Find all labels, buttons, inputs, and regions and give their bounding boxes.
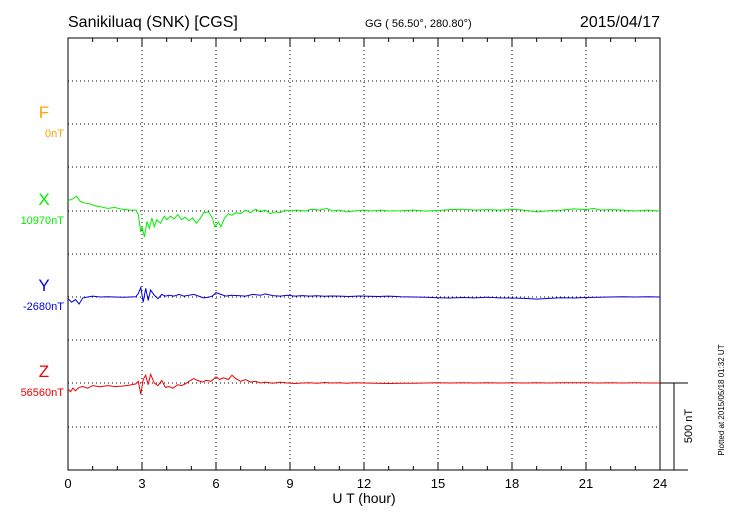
series-labels: F 0nT X 10970nT Y -2680nT Z 56560nT (21, 103, 65, 399)
series-baseline-z: 56560nT (21, 387, 65, 399)
x-tick-label: 12 (357, 476, 371, 491)
scale-bar: 500 nT (660, 382, 695, 471)
x-tick-label: 3 (138, 476, 145, 491)
station-title: Sanikiluaq (SNK) [CGS] (68, 14, 238, 31)
coordinates-label: GG ( 56.50°, 280.80°) (365, 18, 472, 30)
trace-y (67, 285, 661, 305)
series-traces (67, 195, 661, 395)
plotted-note: Plotted at 2015/05/18 01:32 UT (717, 344, 726, 455)
series-name-y: Y (38, 276, 49, 295)
grid-lines (141, 38, 587, 470)
series-name-f: F (39, 103, 49, 122)
series-baseline-x: 10970nT (21, 215, 65, 227)
series-baseline-y: -2680nT (23, 301, 64, 313)
series-name-x: X (38, 190, 49, 209)
trace-z (67, 372, 660, 395)
x-tick-label: 6 (212, 476, 219, 491)
series-name-z: Z (39, 362, 49, 381)
series-baselines (68, 80, 660, 428)
x-tick-label: 18 (505, 476, 519, 491)
x-tick-label: 21 (579, 476, 593, 491)
x-axis-label: U T (hour) (332, 490, 395, 506)
scale-bar-label: 500 nT (683, 409, 695, 444)
x-tick-label: 15 (431, 476, 445, 491)
axis-ticks: 0 3 6 9 12 15 18 21 24 (64, 38, 667, 491)
x-tick-label: 0 (64, 476, 71, 491)
series-baseline-f: 0nT (45, 128, 64, 140)
x-tick-label: 24 (653, 476, 667, 491)
date-label: 2015/04/17 (580, 14, 660, 31)
trace-x (67, 195, 661, 238)
x-tick-label: 9 (286, 476, 293, 491)
